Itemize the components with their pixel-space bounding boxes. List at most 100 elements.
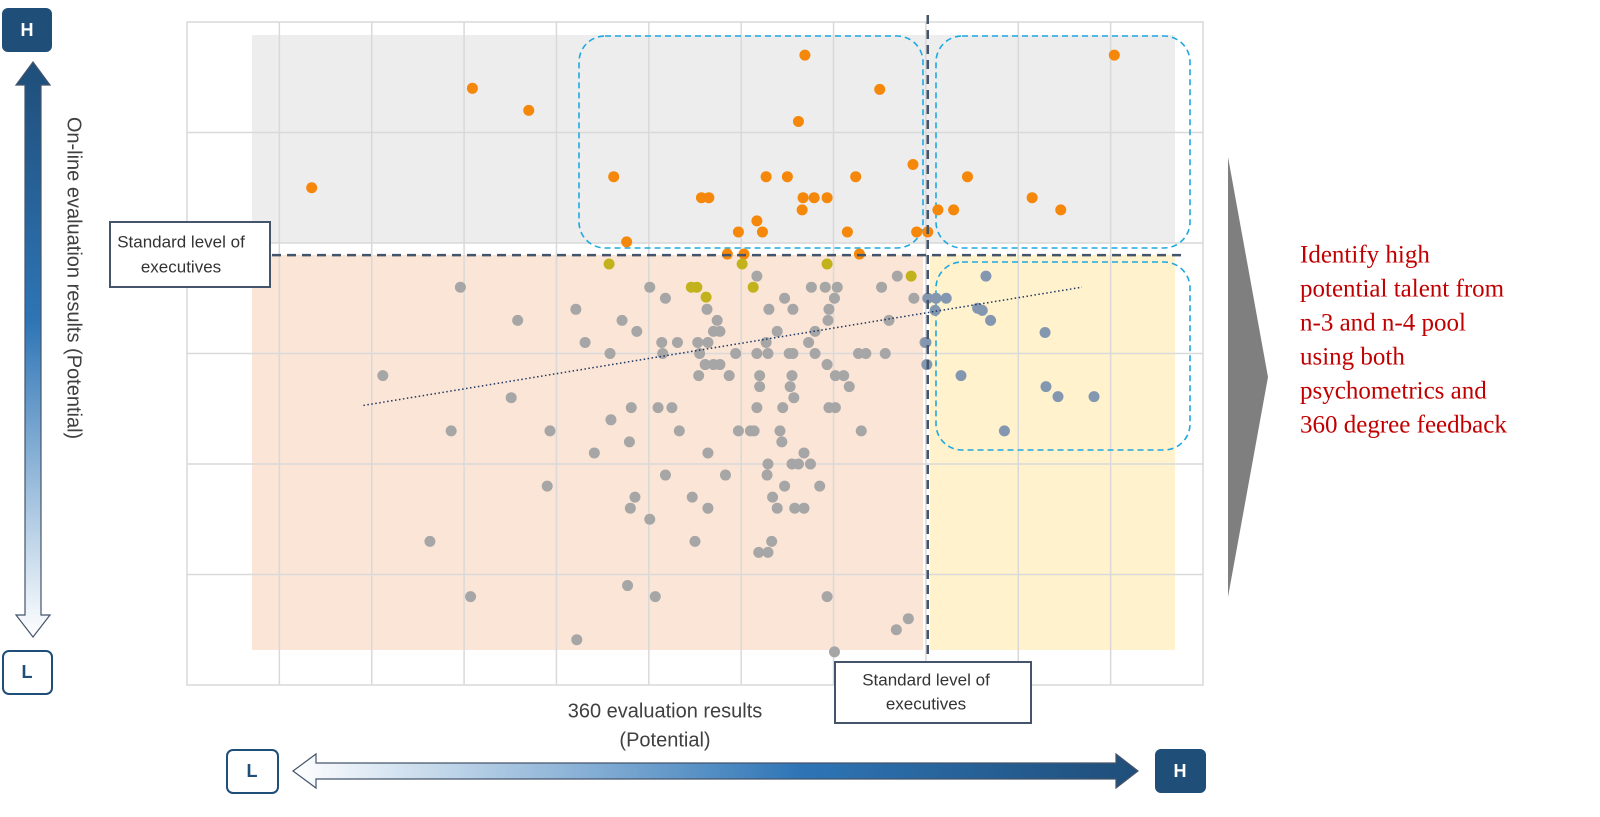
point	[711, 314, 723, 326]
point	[777, 402, 789, 414]
highlight-boxes	[578, 35, 1191, 451]
point	[798, 502, 810, 514]
high-label: H	[21, 20, 34, 40]
point	[604, 348, 616, 359]
point	[850, 171, 862, 183]
point	[747, 281, 759, 293]
point	[1108, 49, 1120, 61]
point	[649, 591, 661, 603]
point	[808, 192, 820, 204]
grid	[187, 22, 1203, 685]
point	[714, 325, 726, 337]
point	[751, 270, 763, 282]
callout-text: n-3 and n-4 pool	[1300, 310, 1466, 337]
point	[762, 348, 774, 359]
point	[819, 281, 831, 293]
pointer-arrow	[1228, 157, 1268, 597]
callout-text: Identify high	[1300, 242, 1430, 269]
point	[732, 425, 744, 437]
annotation-box	[109, 221, 271, 288]
point	[784, 381, 796, 393]
point	[454, 281, 466, 293]
point	[797, 192, 809, 204]
point	[652, 402, 664, 414]
x-axis-arrow	[291, 752, 1139, 790]
zone-high	[252, 35, 1175, 243]
point	[689, 535, 701, 547]
point	[831, 281, 843, 293]
point	[902, 613, 914, 625]
point	[702, 502, 714, 514]
point	[762, 546, 774, 558]
point	[796, 204, 808, 216]
point	[779, 480, 791, 492]
point	[703, 192, 715, 204]
point	[855, 425, 867, 437]
high-box	[2, 8, 52, 52]
point	[623, 436, 635, 448]
point	[723, 370, 735, 382]
point	[771, 325, 783, 337]
point	[828, 292, 840, 304]
annotation-text: Standard level of	[117, 232, 245, 251]
annotation-text: executives	[141, 257, 221, 276]
highlight-box	[935, 35, 1191, 249]
point	[505, 392, 517, 404]
point	[571, 634, 583, 646]
low-box	[226, 749, 279, 794]
point	[821, 591, 833, 603]
point	[625, 402, 637, 414]
point	[541, 480, 553, 492]
point	[603, 258, 615, 270]
point	[719, 469, 731, 481]
point	[823, 303, 835, 315]
point	[579, 336, 591, 348]
point	[771, 502, 783, 514]
point	[621, 236, 633, 248]
point	[666, 402, 678, 414]
point	[751, 348, 763, 359]
point	[588, 447, 600, 459]
callout: Identify high potential talent from n-3 an…	[1300, 242, 1507, 439]
point	[445, 425, 457, 437]
point	[659, 469, 671, 481]
point	[465, 591, 477, 603]
point	[860, 348, 872, 359]
point	[644, 281, 656, 293]
point	[792, 458, 804, 470]
point	[631, 325, 643, 337]
point	[1055, 204, 1067, 216]
point	[890, 624, 902, 636]
point	[692, 336, 704, 348]
point	[605, 414, 617, 426]
point	[1039, 327, 1051, 339]
point	[702, 336, 714, 348]
annotation-text: Standard level of	[862, 670, 990, 689]
low-label: L	[22, 662, 33, 682]
x-axis-label: 360 evaluation results	[568, 700, 763, 722]
point	[998, 425, 1010, 437]
point	[693, 370, 705, 382]
point	[874, 83, 886, 95]
point	[798, 447, 810, 459]
point	[671, 336, 683, 348]
low-box	[2, 650, 53, 695]
point	[955, 370, 967, 382]
point	[1026, 192, 1038, 204]
zone-potential	[930, 255, 1175, 650]
x-axis-label: (Potential)	[619, 729, 710, 751]
callout-text: 360 degree feedback	[1300, 412, 1507, 439]
point	[774, 425, 786, 437]
point	[838, 370, 850, 382]
low-label: L	[247, 761, 258, 781]
point	[730, 348, 742, 359]
point	[751, 402, 763, 414]
point	[803, 336, 815, 348]
point	[804, 458, 816, 470]
y-axis-label: On-line evaluation results (Potential)	[63, 117, 85, 439]
callout-text: using both	[1300, 344, 1405, 371]
point	[616, 314, 628, 326]
point	[908, 292, 920, 304]
point	[700, 291, 712, 303]
